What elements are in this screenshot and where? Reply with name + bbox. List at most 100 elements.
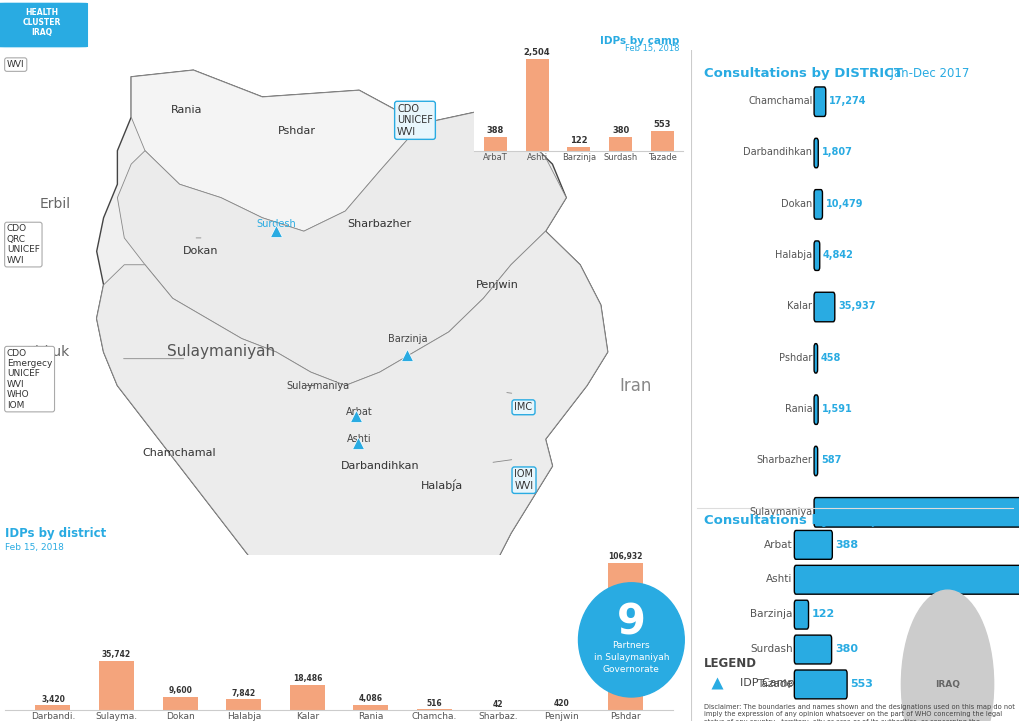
Text: Penjwin: Penjwin bbox=[475, 280, 518, 290]
Text: 42: 42 bbox=[492, 699, 503, 709]
Text: Chamchamal: Chamchamal bbox=[747, 96, 812, 106]
Text: Barzinja: Barzinja bbox=[387, 334, 427, 343]
Text: Kalar: Kalar bbox=[787, 301, 812, 311]
Text: Ashti: Ashti bbox=[346, 434, 371, 444]
Text: Halabja: Halabja bbox=[421, 481, 463, 491]
Text: Darbandihkan: Darbandihkan bbox=[743, 147, 812, 157]
Text: Kirkuk: Kirkuk bbox=[26, 345, 70, 359]
Text: LEGEND: LEGEND bbox=[703, 657, 756, 670]
Text: 458: 458 bbox=[820, 353, 841, 363]
Polygon shape bbox=[97, 70, 607, 707]
Text: 9,600: 9,600 bbox=[168, 686, 192, 696]
Text: CDO
Emergecy
UNICEF
WVI
WHO
IOM: CDO Emergecy UNICEF WVI WHO IOM bbox=[7, 349, 52, 410]
FancyBboxPatch shape bbox=[794, 565, 1019, 594]
FancyBboxPatch shape bbox=[794, 635, 830, 664]
Text: IRAQ: IRAQ bbox=[934, 680, 959, 689]
Text: 3,420: 3,420 bbox=[41, 695, 65, 704]
Text: HEALTH
CLUSTER
IRAQ: HEALTH CLUSTER IRAQ bbox=[22, 8, 61, 37]
Bar bbox=[650, 131, 674, 151]
FancyBboxPatch shape bbox=[813, 190, 821, 219]
Circle shape bbox=[606, 6, 1019, 44]
Text: IDP Camp: IDP Camp bbox=[739, 678, 794, 688]
Text: IOM
WVI: IOM WVI bbox=[514, 469, 533, 491]
Text: Sharbazher: Sharbazher bbox=[347, 219, 412, 229]
Polygon shape bbox=[131, 70, 421, 231]
Text: Surdesh: Surdesh bbox=[256, 219, 296, 229]
Text: Sulaymaniyah: 3W: Sulaymaniyah: 3W bbox=[87, 12, 362, 38]
Polygon shape bbox=[97, 231, 607, 707]
Text: Pshdar: Pshdar bbox=[779, 353, 812, 363]
Text: Darbandihkan: Darbandihkan bbox=[340, 461, 419, 471]
Text: Consultations by CAMP: Consultations by CAMP bbox=[703, 514, 876, 527]
Text: WVI: WVI bbox=[7, 60, 24, 69]
Text: 17,274: 17,274 bbox=[828, 96, 866, 106]
Bar bbox=[162, 697, 198, 710]
Text: 1,807: 1,807 bbox=[820, 147, 852, 157]
Polygon shape bbox=[117, 110, 566, 386]
Text: Arbat: Arbat bbox=[763, 539, 792, 549]
Circle shape bbox=[901, 590, 993, 721]
Text: IMC: IMC bbox=[514, 402, 532, 412]
FancyBboxPatch shape bbox=[813, 395, 817, 425]
Bar bbox=[608, 137, 632, 151]
FancyBboxPatch shape bbox=[813, 446, 817, 476]
Text: 18,486: 18,486 bbox=[292, 674, 322, 684]
Text: IDPs by district: IDPs by district bbox=[5, 526, 106, 539]
Text: 35,742: 35,742 bbox=[102, 650, 131, 660]
Text: 553: 553 bbox=[653, 120, 671, 129]
Text: Feb 15, 2018: Feb 15, 2018 bbox=[5, 543, 64, 552]
FancyBboxPatch shape bbox=[813, 344, 817, 373]
Text: Kalar: Kalar bbox=[344, 562, 373, 572]
Bar bbox=[354, 704, 388, 710]
Text: 122: 122 bbox=[811, 609, 835, 619]
Bar bbox=[226, 699, 261, 710]
Text: (as of Jan 2018): (as of Jan 2018) bbox=[599, 16, 736, 34]
FancyBboxPatch shape bbox=[813, 241, 819, 270]
Text: Surdash: Surdash bbox=[749, 644, 792, 654]
FancyBboxPatch shape bbox=[794, 531, 832, 559]
Bar bbox=[607, 562, 642, 710]
Text: 516: 516 bbox=[426, 699, 442, 708]
Text: 4,086: 4,086 bbox=[359, 694, 382, 703]
Text: 553: 553 bbox=[850, 679, 872, 689]
Text: Consultations by DISTRICT: Consultations by DISTRICT bbox=[703, 67, 902, 80]
Text: CDO
UNICEF
WVI: CDO UNICEF WVI bbox=[396, 104, 432, 137]
Bar bbox=[483, 137, 506, 151]
FancyBboxPatch shape bbox=[813, 87, 825, 117]
Text: Jan-Dec 2017: Jan-Dec 2017 bbox=[882, 67, 969, 80]
Text: Erbil: Erbil bbox=[40, 198, 70, 211]
Text: Jan-Dec 2017: Jan-Dec 2017 bbox=[864, 514, 951, 527]
Text: 380: 380 bbox=[835, 644, 857, 654]
Text: Disclaimer: The boundaries and names shown and the designations used on this map: Disclaimer: The boundaries and names sho… bbox=[703, 704, 1014, 721]
Text: Dokan: Dokan bbox=[781, 199, 812, 208]
Text: Arbat: Arbat bbox=[345, 407, 372, 417]
Text: 587: 587 bbox=[820, 456, 841, 465]
Text: Tazade: Tazade bbox=[356, 642, 389, 653]
Text: Rania: Rania bbox=[784, 404, 812, 414]
Text: Chamchamal: Chamchamal bbox=[143, 448, 216, 458]
Text: Pshdar: Pshdar bbox=[277, 125, 316, 136]
FancyBboxPatch shape bbox=[0, 2, 89, 48]
Bar bbox=[567, 147, 590, 151]
Text: Partners per Health Facility: Partners per Health Facility bbox=[336, 12, 701, 38]
Text: 10,479: 10,479 bbox=[825, 199, 862, 208]
Text: Sulaymaniya: Sulaymaniya bbox=[749, 507, 812, 517]
Bar bbox=[99, 661, 133, 710]
Text: Iran: Iran bbox=[619, 376, 651, 394]
Text: Feb 15, 2018: Feb 15, 2018 bbox=[624, 44, 679, 53]
Text: Sulaymaniyah: Sulaymaniyah bbox=[167, 345, 275, 360]
Text: 122: 122 bbox=[570, 136, 587, 145]
Text: 106,932: 106,932 bbox=[607, 552, 642, 561]
Text: 7,842: 7,842 bbox=[231, 689, 256, 698]
Text: Rania: Rania bbox=[170, 105, 202, 115]
Text: Partners
in Sulaymaniyah
Governorate: Partners in Sulaymaniyah Governorate bbox=[593, 642, 668, 674]
Text: 388: 388 bbox=[486, 126, 503, 136]
Text: 9: 9 bbox=[616, 601, 645, 643]
Text: Barzinja: Barzinja bbox=[750, 609, 792, 619]
Bar bbox=[36, 705, 70, 710]
Text: Sulaymaniya: Sulaymaniya bbox=[285, 381, 348, 391]
FancyBboxPatch shape bbox=[813, 138, 817, 168]
FancyBboxPatch shape bbox=[794, 600, 808, 629]
Text: 380: 380 bbox=[611, 126, 629, 136]
Bar bbox=[289, 685, 324, 710]
